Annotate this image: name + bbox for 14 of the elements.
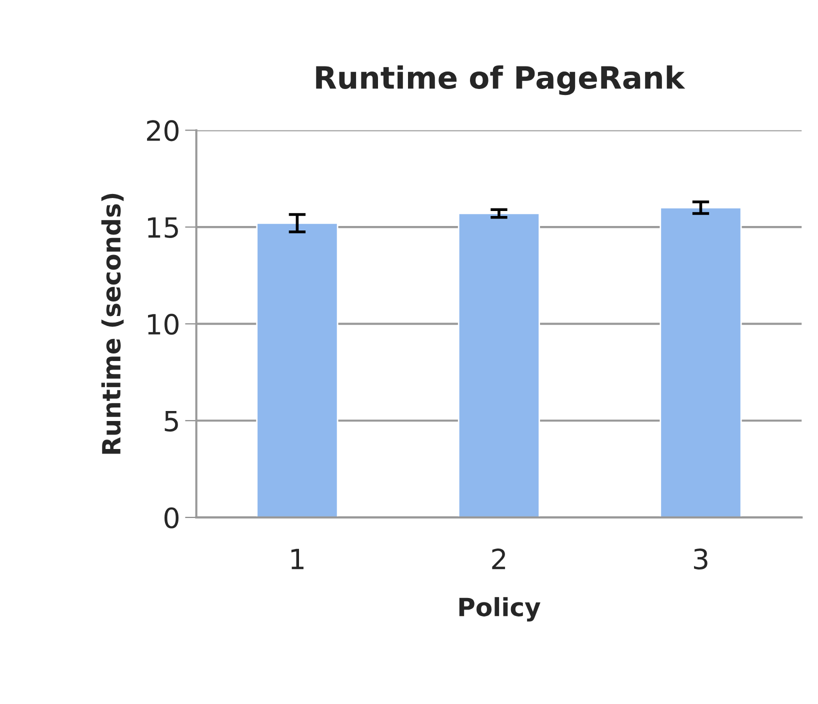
x-axis-title: Policy <box>459 597 540 622</box>
y-tick-label: 5 <box>164 410 178 432</box>
y-axis-title: Runtime (seconds) <box>101 194 124 454</box>
x-tick-label: 1 <box>291 548 304 570</box>
bar <box>458 212 540 518</box>
x-tick-label: 2 <box>492 548 506 570</box>
bar <box>256 222 338 518</box>
bar <box>660 206 742 518</box>
y-tick-label: 0 <box>164 507 179 528</box>
x-tick-label: 3 <box>694 548 708 570</box>
y-tick-label: 15 <box>148 217 178 238</box>
y-tick-label: 10 <box>148 314 179 335</box>
chart-title: Runtime of PageRank <box>316 65 686 96</box>
y-tick-label: 20 <box>147 120 179 142</box>
